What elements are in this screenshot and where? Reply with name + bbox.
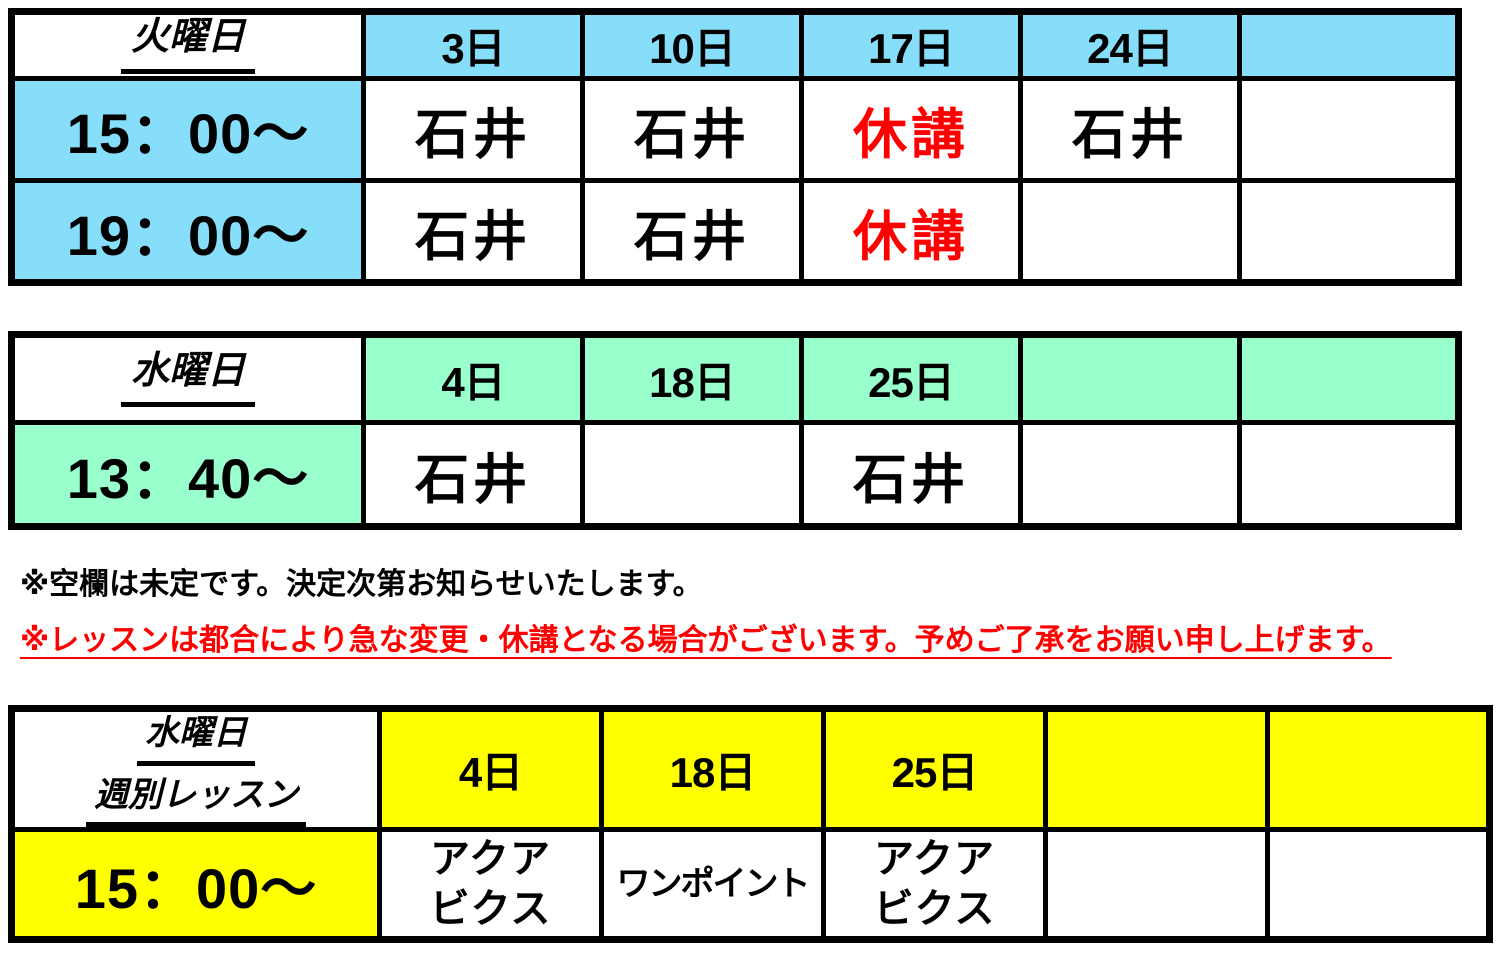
blank-cells-note: ※空欄は未定です。決定次第お知らせいたします。: [20, 568, 703, 601]
schedule-cell: 石井: [580, 76, 804, 183]
schedule-cell: 石井: [1018, 76, 1242, 183]
schedule-cell-empty: [1018, 420, 1242, 529]
weekly-day-label-cell: 水曜日 週別レッスン: [9, 706, 382, 832]
weekly-col-header-5: [1265, 706, 1492, 832]
lesson-cell: アクア ビクス: [821, 827, 1048, 942]
weekly-header-row: 水曜日 週別レッスン 4日 18日 25日: [9, 706, 1492, 832]
wednesday-day-label-cell: 水曜日: [9, 332, 366, 425]
schedule-cell: 石井: [361, 178, 585, 285]
schedule-cell-empty: [1237, 420, 1461, 529]
weekly-day-label-line2: 週別レッスン: [86, 774, 306, 825]
tuesday-header-row: 火曜日 3日 10日 17日 24日: [9, 9, 1461, 81]
tuesday-schedule-table: 火曜日 3日 10日 17日 24日 15：00～ 石井 石井 休講 石井 19…: [8, 8, 1462, 286]
weekly-col-header-1: 4日: [377, 706, 604, 832]
tuesday-time-1900: 19：00～: [9, 178, 366, 285]
schedule-cell-empty: [1237, 76, 1461, 183]
wednesday-time-1340: 13：40～: [9, 420, 366, 529]
tuesday-row-1500: 15：00～ 石井 石井 休講 石井: [9, 76, 1461, 183]
weekly-lesson-table: 水曜日 週別レッスン 4日 18日 25日 15：00～ アクア ビクス ワンポ…: [8, 705, 1493, 943]
wednesday-day-label: 水曜日: [120, 350, 255, 408]
lesson-cell-empty: [1265, 827, 1492, 942]
weekly-col-header-3: 25日: [821, 706, 1048, 832]
lesson-cell-empty: [1043, 827, 1270, 942]
schedule-cell: 石井: [361, 76, 585, 183]
cancelled-cell: 休講: [799, 76, 1023, 183]
cancellation-warning-text: ※レッスンは都合により急な変更・休講となる場合がございます。予めご了承をお願い申…: [20, 623, 1392, 657]
schedule-cell: 石井: [580, 178, 804, 285]
tuesday-day-label: 火曜日: [120, 17, 255, 74]
schedule-cell-empty: [1018, 178, 1242, 285]
wednesday-schedule-table: 水曜日 4日 18日 25日 13：40～ 石井 石井: [8, 331, 1462, 530]
weekly-col-header-4: [1043, 706, 1270, 832]
wednesday-col-header-3: 25日: [799, 332, 1023, 425]
wednesday-col-header-4: [1018, 332, 1242, 425]
lesson-cell: アクア ビクス: [377, 827, 604, 942]
schedule-cell: 石井: [361, 420, 585, 529]
tuesday-time-1500: 15：00～: [9, 76, 366, 183]
weekly-row-1500: 15：00～ アクア ビクス ワンポイント アクア ビクス: [9, 827, 1492, 942]
cancelled-cell: 休講: [799, 178, 1023, 285]
tuesday-day-label-cell: 火曜日: [9, 9, 366, 81]
schedule-cell: 石井: [799, 420, 1023, 529]
wednesday-col-header-1: 4日: [361, 332, 585, 425]
schedule-cell-empty: [1237, 178, 1461, 285]
tuesday-col-header-2: 10日: [580, 9, 804, 81]
tuesday-col-header-4: 24日: [1018, 9, 1242, 81]
tuesday-col-header-3: 17日: [799, 9, 1023, 81]
tuesday-col-header-1: 3日: [361, 9, 585, 81]
weekly-day-label-line1: 水曜日: [137, 714, 255, 766]
wednesday-header-row: 水曜日 4日 18日 25日: [9, 332, 1461, 425]
cancellation-warning-note: ※レッスンは都合により急な変更・休講となる場合がございます。予めご了承をお願い申…: [8, 622, 1504, 660]
wednesday-col-header-5: [1237, 332, 1461, 425]
wednesday-row-1340: 13：40～ 石井 石井: [9, 420, 1461, 529]
wednesday-col-header-2: 18日: [580, 332, 804, 425]
weekly-time-1500: 15：00～: [9, 827, 382, 942]
schedule-cell-empty: [580, 420, 804, 529]
tuesday-row-1900: 19：00～ 石井 石井 休講: [9, 178, 1461, 285]
weekly-col-header-2: 18日: [599, 706, 826, 832]
tuesday-col-header-5: [1237, 9, 1461, 81]
lesson-cell: ワンポイント: [599, 827, 826, 942]
